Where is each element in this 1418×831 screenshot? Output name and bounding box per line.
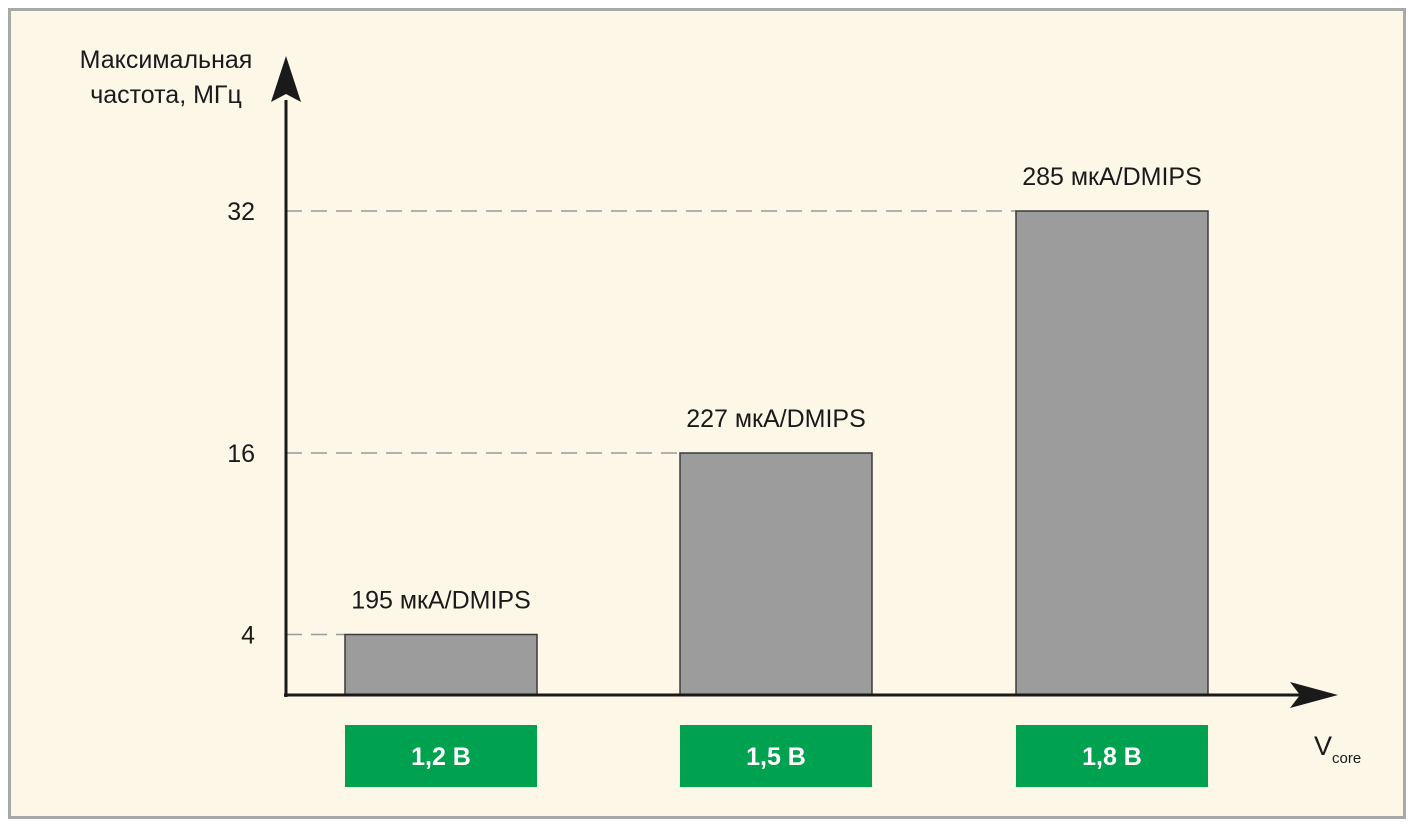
category-box xyxy=(1016,725,1208,787)
bar xyxy=(679,452,873,696)
x-axis-label: Vcore xyxy=(1314,731,1361,767)
bar xyxy=(344,633,538,696)
y-tick-label: 16 xyxy=(227,440,255,468)
category-labels: 1,2 В 1,5 В 1,8 В xyxy=(345,725,1208,787)
category-label: 1,5 В xyxy=(746,743,806,771)
gridlines xyxy=(286,210,1016,636)
x-axis-arrow-icon xyxy=(1290,682,1338,708)
bar xyxy=(1015,210,1209,696)
category-box xyxy=(680,725,872,787)
x-axis-label-symbol: V xyxy=(1314,731,1332,761)
data-labels: 195 мкА/DMIPS 227 мкА/DMIPS 285 мкА/DMIPS xyxy=(351,163,1202,615)
y-axis-arrow-icon xyxy=(271,56,301,102)
data-label: 227 мкА/DMIPS xyxy=(686,405,866,433)
x-axis-label-subscript: core xyxy=(1332,750,1361,767)
axes xyxy=(271,56,1338,708)
category-box xyxy=(345,725,537,787)
y-tick-label: 4 xyxy=(241,622,255,650)
y-tick-label: 32 xyxy=(227,198,255,226)
y-axis-label-line-1: Максимальная xyxy=(80,46,253,74)
data-label: 285 мкА/DMIPS xyxy=(1022,163,1202,191)
data-label: 195 мкА/DMIPS xyxy=(351,587,531,615)
y-ticks: 4 16 32 xyxy=(227,198,255,650)
bars xyxy=(344,210,1209,696)
category-label: 1,2 В xyxy=(411,743,471,771)
y-axis-label-line-2: частота, МГц xyxy=(90,81,242,109)
category-label: 1,8 В xyxy=(1082,743,1142,771)
